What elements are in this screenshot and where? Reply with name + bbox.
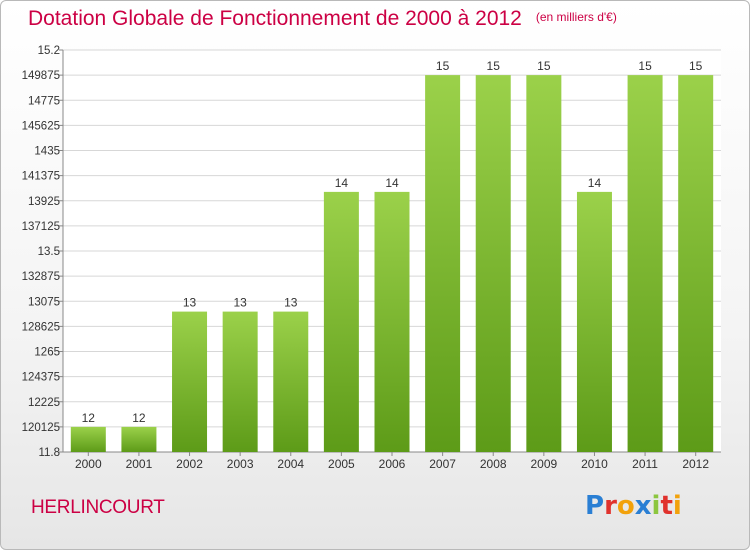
- x-tick-label: 2000: [75, 457, 102, 471]
- x-tick-label: 2009: [530, 457, 557, 471]
- y-tick-label: 124375: [22, 372, 60, 384]
- x-tick-label: 2001: [126, 457, 153, 471]
- y-tick-label: 12225: [28, 397, 60, 409]
- logo-letter-6: i: [672, 491, 682, 521]
- bar: [678, 75, 714, 452]
- x-tick-label: 2007: [429, 457, 456, 471]
- x-tick-label: 2010: [581, 457, 608, 471]
- logo-letter-5: t: [660, 491, 673, 521]
- y-tick-label: 11.8: [38, 447, 60, 459]
- data-label: 14: [588, 176, 602, 190]
- bar: [526, 75, 562, 452]
- bar: [576, 191, 612, 452]
- y-tick-label: 120125: [22, 422, 60, 434]
- bar: [627, 75, 663, 452]
- bar: [323, 191, 359, 452]
- logo-letter-3: x: [634, 491, 652, 521]
- chart-title: Dotation Globale de Fonctionnement de 20…: [28, 7, 522, 30]
- y-tick-label: 13.5: [38, 246, 60, 258]
- data-label: 15: [436, 59, 450, 73]
- chart-title-block: Dotation Globale de Fonctionnement de 20…: [28, 7, 617, 31]
- proxiti-logo: Proxiti: [585, 491, 682, 521]
- bar: [172, 311, 208, 452]
- y-tick-label: 149875: [22, 70, 60, 82]
- data-label: 13: [284, 296, 298, 310]
- x-tick-label: 2003: [227, 457, 254, 471]
- y-tick-label: 1265: [34, 347, 60, 359]
- logo-letter-2: o: [616, 491, 635, 521]
- y-tick-label: 145625: [22, 120, 60, 132]
- bar: [425, 75, 461, 452]
- y-tick-label: 13925: [28, 196, 60, 208]
- y-tick-label: 15.2: [38, 45, 60, 57]
- x-tick-label: 2006: [379, 457, 406, 471]
- x-tick-label: 2004: [277, 457, 304, 471]
- data-label: 13: [233, 296, 247, 310]
- data-label: 14: [335, 176, 349, 190]
- logo-letter-0: P: [585, 491, 605, 521]
- bar: [222, 311, 258, 452]
- bar: [374, 191, 410, 452]
- data-label: 15: [689, 59, 703, 73]
- logo-letter-1: r: [604, 491, 617, 521]
- y-tick-label: 1435: [34, 146, 60, 158]
- unit-note: (en milliers d'€): [535, 10, 617, 24]
- commune-name: HERLINCOURT: [31, 497, 165, 518]
- y-tick-label: 137125: [22, 221, 60, 233]
- y-tick-label: 13075: [28, 296, 60, 308]
- bar: [70, 426, 106, 452]
- x-tick-label: 2005: [328, 457, 355, 471]
- data-label: 12: [132, 411, 146, 425]
- bar: [273, 311, 309, 452]
- data-label: 15: [537, 59, 551, 73]
- logo-letter-4: i: [651, 491, 661, 521]
- x-tick-label: 2008: [480, 457, 507, 471]
- data-label: 15: [487, 59, 501, 73]
- bar: [121, 426, 157, 452]
- data-label: 12: [82, 411, 96, 425]
- data-label: 14: [385, 176, 399, 190]
- data-label: 15: [638, 59, 652, 73]
- y-tick-label: 14775: [28, 95, 60, 107]
- y-tick-label: 132875: [22, 271, 60, 283]
- y-tick-label: 141375: [22, 171, 60, 183]
- x-tick-label: 2012: [682, 457, 709, 471]
- y-tick-label: 128625: [22, 321, 60, 333]
- x-tick-label: 2011: [632, 457, 658, 471]
- data-label: 13: [183, 296, 197, 310]
- bar: [475, 75, 511, 452]
- x-tick-label: 2002: [176, 457, 203, 471]
